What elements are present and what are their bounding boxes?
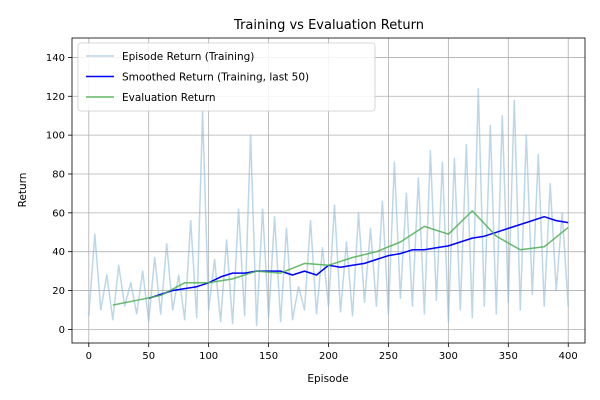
y-tick-label: 60 xyxy=(52,208,65,219)
x-tick-label: 100 xyxy=(199,351,218,362)
y-tick-label: 100 xyxy=(46,131,65,142)
legend-box xyxy=(77,42,376,112)
legend-label-3: Evaluation Return xyxy=(122,92,216,104)
series-line-1 xyxy=(88,87,569,327)
x-tick-label: 150 xyxy=(259,351,278,362)
x-tick-label: 300 xyxy=(439,351,458,362)
x-tick-label: 250 xyxy=(379,351,398,362)
legend-label-2: Smoothed Return (Training, last 50) xyxy=(122,72,309,84)
y-tick-label: 140 xyxy=(46,53,65,64)
y-tick-label: 20 xyxy=(52,286,65,297)
plot-series xyxy=(88,87,569,327)
series-line-3 xyxy=(112,210,569,306)
legend: Episode Return (Training) Smoothed Return… xyxy=(77,42,376,112)
x-tick-label: 50 xyxy=(142,351,155,362)
y-tick-label: 120 xyxy=(46,92,65,103)
x-tick-label: 0 xyxy=(86,351,92,362)
x-axis-label: Episode xyxy=(307,373,348,385)
y-axis-label: Return xyxy=(17,173,29,208)
axis-ticks: 0 50 100 150 200 250 300 350 400 0 20 40 60 80 100 120 1… xyxy=(46,53,578,362)
y-tick-label: 40 xyxy=(52,247,65,258)
x-tick-label: 400 xyxy=(559,351,578,362)
series-line-2 xyxy=(148,215,569,300)
y-tick-label: 0 xyxy=(59,325,65,336)
chart-title: Training vs Evaluation Return xyxy=(233,18,424,33)
y-tick-label: 80 xyxy=(52,169,65,180)
x-tick-label: 200 xyxy=(319,351,338,362)
x-tick-label: 350 xyxy=(499,351,518,362)
legend-label-1: Episode Return (Training) xyxy=(122,51,254,63)
